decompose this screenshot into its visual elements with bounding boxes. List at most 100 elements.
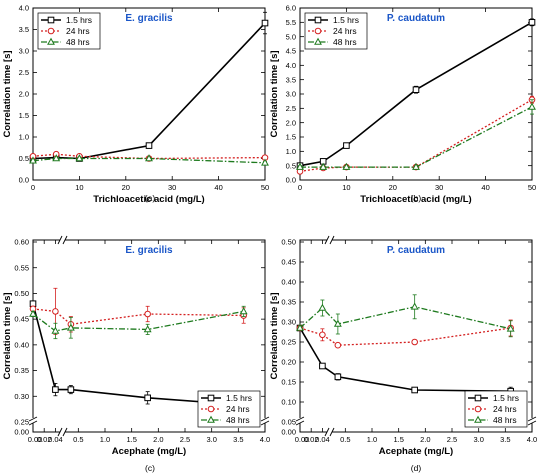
legend-label: 48 hrs — [493, 415, 517, 425]
x-tick-label: 2.0 — [153, 435, 163, 444]
x-tick-label: 0.00 — [28, 435, 43, 444]
y-tick-label: 3.5 — [19, 25, 29, 34]
x-tick-label: 2.5 — [447, 435, 457, 444]
data-point — [343, 142, 350, 149]
y-tick-label: 3.5 — [286, 75, 296, 84]
x-tick-label: 0.04 — [48, 435, 63, 444]
x-tick-label: 4.0 — [260, 435, 270, 444]
y-tick-label: 0.50 — [281, 238, 296, 247]
legend-marker — [207, 415, 215, 423]
legend-label: 1.5 hrs — [333, 15, 359, 25]
data-point — [261, 19, 269, 27]
data-point — [29, 156, 37, 164]
x-tick-label: 0.5 — [340, 435, 350, 444]
axis-break-mark — [62, 235, 68, 245]
data-point — [318, 303, 327, 311]
data-point — [145, 142, 153, 149]
y-axis-label: Correlation time [s] — [269, 292, 280, 379]
panel-d: 0.000.020.04 0.5 1.0 1.5 2.0 2.5 3.0 3.5 4.00.00… — [269, 235, 537, 473]
plot-frame-3 — [299, 239, 533, 433]
legend-marker — [47, 37, 55, 45]
axis-break-gap — [261, 418, 269, 423]
x-tick-label: 0.00 — [295, 435, 310, 444]
y-axis-label: Correlation time [s] — [2, 50, 13, 137]
data-point — [296, 323, 304, 331]
x-tick-label: 10 — [75, 183, 83, 192]
y-tick-label: 5.0 — [286, 32, 296, 41]
axis-break-gap — [327, 236, 332, 244]
x-tick-label: 40 — [214, 183, 222, 192]
data-point — [51, 326, 60, 334]
data-point — [239, 307, 248, 315]
x-tick-label: 3.5 — [233, 435, 243, 444]
y-tick-label: 0.55 — [14, 263, 29, 272]
legend-marker — [314, 37, 322, 45]
y-tick-label: 0.05 — [281, 418, 296, 427]
legend-marker — [207, 394, 215, 402]
data-point — [29, 309, 37, 317]
y-tick-label: 0.30 — [14, 392, 29, 401]
axis-break-gap — [327, 428, 332, 436]
y-tick-label: 0.35 — [14, 366, 29, 375]
y-axis-label: Correlation time [s] — [269, 50, 280, 137]
axis-break-gap — [528, 418, 536, 423]
y-tick-label: 2.5 — [286, 104, 296, 113]
y-tick-label: 0.5 — [19, 154, 29, 163]
y-tick-label: 0.45 — [14, 315, 29, 324]
axis-break-mark — [260, 420, 270, 426]
x-tick-label: 0.5 — [73, 435, 83, 444]
chart-title: E. gracilis — [125, 13, 173, 24]
axis-break-mark — [57, 427, 63, 437]
y-tick-label: 1.5 — [19, 111, 29, 120]
y-tick-label: 1.0 — [19, 133, 29, 142]
panel-b: 0 10 20 30 40 50 0.0 0.5 1.0 1.5 2.0 2.5 3.0 3.5 4.0 4.… — [269, 4, 536, 205]
x-axis-label: Acephate (mg/L) — [112, 446, 186, 457]
y-tick-label: 0.5 — [286, 161, 296, 170]
x-tick-label: 1.5 — [126, 435, 136, 444]
axis-break-mark — [324, 235, 330, 245]
y-tick-label: 0.50 — [14, 289, 29, 298]
x-tick-label: 3.0 — [206, 435, 216, 444]
data-point — [319, 162, 328, 170]
axis-break-gap — [29, 418, 37, 423]
x-axis-label: Trichloacetic acid (mg/L) — [360, 194, 471, 205]
panel-c: 0.000.020.04 0.5 1.0 1.5 2.0 2.5 3.0 3.5 4.00.00… — [2, 235, 270, 473]
y-tick-label: 1.0 — [286, 147, 296, 156]
y-tick-label: 0.25 — [14, 418, 29, 427]
data-point — [411, 386, 418, 394]
legend-label: 48 hrs — [333, 37, 357, 47]
data-point — [319, 331, 326, 339]
y-axis-label: Correlation time [s] — [2, 292, 13, 379]
data-point — [412, 162, 420, 170]
data-point — [66, 323, 75, 331]
x-tick-label: 10 — [342, 183, 350, 192]
x-tick-label: 20 — [389, 183, 397, 192]
y-tick-label: 0.10 — [281, 398, 296, 407]
series-line-1 — [32, 303, 244, 406]
y-tick-label: 0.25 — [281, 338, 296, 347]
y-tick-label: 0.00 — [281, 428, 296, 437]
data-point — [333, 319, 342, 327]
chart-title: P. caudatum — [387, 13, 445, 24]
legend-marker — [47, 27, 55, 35]
data-point — [145, 154, 153, 162]
data-point — [410, 302, 419, 310]
x-tick-label: 50 — [261, 183, 269, 192]
legend-marker — [47, 16, 55, 24]
x-tick-label: 30 — [168, 183, 176, 192]
series-line-2 — [32, 308, 244, 325]
axis-break-mark — [329, 235, 335, 245]
axis-break-mark — [28, 420, 38, 426]
x-tick-label: 0.04 — [315, 435, 330, 444]
panel-a: 0 10 20 30 40 50 0.0 0.5 1.0 1.5 2.0 2.5 3.0 3.5 4.0 E.… — [2, 4, 269, 205]
chart-title: E. gracilis — [125, 245, 173, 256]
y-tick-label: 0.0 — [286, 176, 296, 185]
legend-marker — [474, 394, 482, 402]
series-line-2 — [299, 99, 533, 173]
x-tick-label: 0.02 — [37, 435, 52, 444]
y-tick-label: 4.0 — [19, 4, 29, 13]
y-tick-label: 0.30 — [281, 318, 296, 327]
data-point — [52, 386, 59, 393]
legend-label: 24 hrs — [493, 404, 517, 414]
